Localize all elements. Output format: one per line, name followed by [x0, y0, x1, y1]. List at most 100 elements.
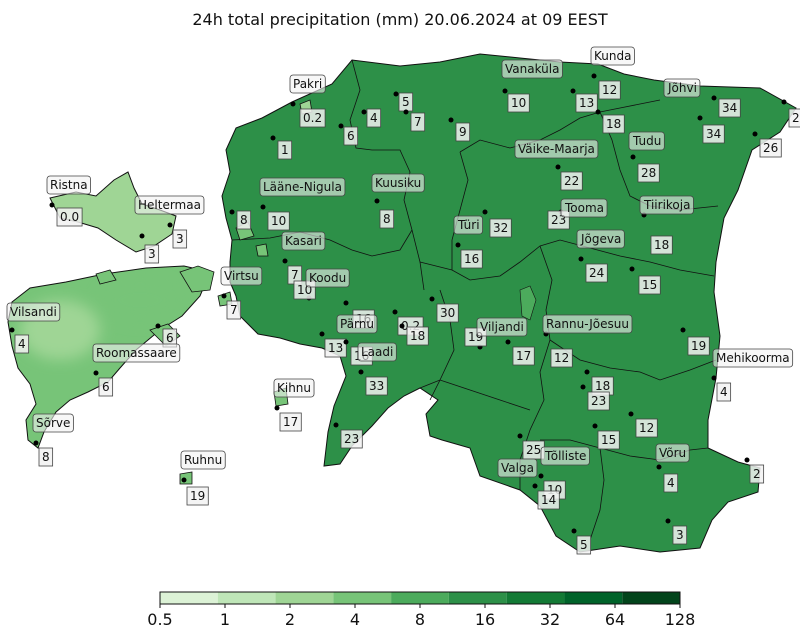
- colorbar-tick-label: 32: [540, 610, 560, 629]
- station-name: Laadi: [361, 345, 393, 359]
- station-value: 17: [516, 349, 531, 363]
- station-name: Heltermaa: [138, 198, 201, 212]
- station-dot: [628, 411, 634, 417]
- station-value-box: [56, 207, 83, 227]
- station-value: 12: [639, 421, 654, 435]
- station-value-box: [759, 138, 782, 158]
- station-value-box: [638, 275, 661, 295]
- station-dot: [555, 164, 561, 170]
- colorbar-tick-label: 0.5: [147, 610, 172, 629]
- station-value-box: [507, 93, 530, 113]
- station-value-box: [585, 263, 608, 283]
- station-dot: [502, 88, 508, 94]
- station-dot: [270, 135, 276, 141]
- station-marker: 4 Vilsandi: [6, 302, 61, 354]
- station-dot: [455, 242, 461, 248]
- station-value-box: [340, 429, 363, 449]
- station-value-box: [267, 211, 290, 231]
- station-value-box: [650, 235, 673, 255]
- station-value: 12: [554, 351, 569, 365]
- station-name-box: [289, 74, 326, 94]
- station-marker: 34 Jõhvi: [663, 78, 741, 118]
- station-dot: [392, 309, 398, 315]
- station-dot: [319, 331, 325, 337]
- station-value-box: [718, 98, 741, 118]
- station-value: 3: [148, 247, 156, 261]
- station-dot: [591, 73, 597, 79]
- station-marker: 12: [628, 411, 658, 438]
- station-value-box: [598, 80, 621, 100]
- station-dot: [93, 370, 99, 376]
- station-marker: 15: [629, 266, 661, 295]
- station-name-box: [712, 348, 794, 368]
- station-dot: [399, 323, 405, 329]
- station-marker: 8 Sõrve: [32, 413, 74, 467]
- station-dot: [229, 209, 235, 215]
- station-marker: 12 Rannu-Jõesuu: [542, 314, 633, 368]
- station-marker: 5: [393, 91, 414, 112]
- station-name: Rannu-Jõesuu: [546, 317, 629, 331]
- station-value: 32: [493, 221, 508, 235]
- map-title: 24h total precipitation (mm) 20.06.2024 …: [192, 10, 608, 29]
- station-marker: 8: [229, 209, 252, 230]
- station-marker: 0.0 Ristna: [46, 175, 91, 227]
- station-value-box: [635, 418, 658, 438]
- station-name-box: [357, 342, 397, 362]
- station-value: 14: [541, 493, 556, 507]
- station-name: Ristna: [50, 178, 88, 192]
- station-name-box: [336, 314, 378, 334]
- colorbar-tick-label: 2: [285, 610, 295, 629]
- station-marker: 18 Tiirikoja: [639, 195, 694, 255]
- station-name: Kunda: [594, 49, 631, 63]
- station-value-box: [550, 348, 573, 368]
- station-marker: 3 Heltermaa: [134, 195, 205, 249]
- station-name-box: [134, 195, 205, 215]
- station-marker: 32: [482, 209, 512, 238]
- station-name-box: [259, 177, 346, 197]
- station-dot: [570, 88, 576, 94]
- station-value-box: [172, 229, 188, 249]
- station-value: 2: [753, 467, 761, 481]
- station-value: 28: [641, 166, 656, 180]
- station-value: 29: [792, 111, 800, 125]
- station-name: Virtsu: [224, 269, 259, 283]
- station-dot: [571, 528, 577, 534]
- station-marker: 0.2 Pakri: [289, 74, 326, 128]
- station-value: 7: [291, 268, 299, 282]
- station-value: 34: [706, 127, 721, 141]
- station-dot: [680, 327, 686, 333]
- stations-layer: 0.2Pakri4576110Vanaküla12Kunda1318934Jõh…: [6, 46, 800, 555]
- station-value: 19: [691, 339, 706, 353]
- colorbar-segment: [391, 592, 449, 604]
- station-value: 13: [579, 96, 594, 110]
- station-name: Pakri: [293, 77, 322, 91]
- station-dot: [744, 457, 750, 463]
- station-value-box: [560, 171, 583, 191]
- colorbar: 0.5 1 2 4 8 16 32 64 128: [147, 591, 695, 629]
- station-value-box: [672, 525, 688, 545]
- station-name: Tooma: [564, 201, 604, 215]
- station-name: Jõgeva: [580, 232, 621, 246]
- station-dot: [333, 422, 339, 428]
- station-name: Jõhvi: [667, 81, 697, 95]
- station-value: 8: [42, 450, 50, 464]
- station-value: 10: [271, 214, 286, 228]
- station-marker: 4 Mehikoorma: [711, 348, 794, 402]
- station-marker: 1: [270, 135, 293, 160]
- station-dot: [711, 375, 717, 381]
- station-marker: 24 Jõgeva: [576, 229, 625, 283]
- station-value-box: [587, 391, 610, 411]
- colorbar-segment: [217, 592, 276, 604]
- station-marker: 5: [571, 528, 592, 555]
- colorbar-segment: [622, 592, 680, 604]
- station-marker: 4: [361, 108, 382, 128]
- station-name-box: [540, 446, 590, 466]
- station-dot: [282, 258, 288, 264]
- station-value: 23: [591, 394, 606, 408]
- station-value-box: [14, 334, 30, 354]
- station-value-box: [186, 486, 209, 506]
- station-value: 18: [595, 379, 610, 393]
- station-name: Valga: [501, 461, 534, 475]
